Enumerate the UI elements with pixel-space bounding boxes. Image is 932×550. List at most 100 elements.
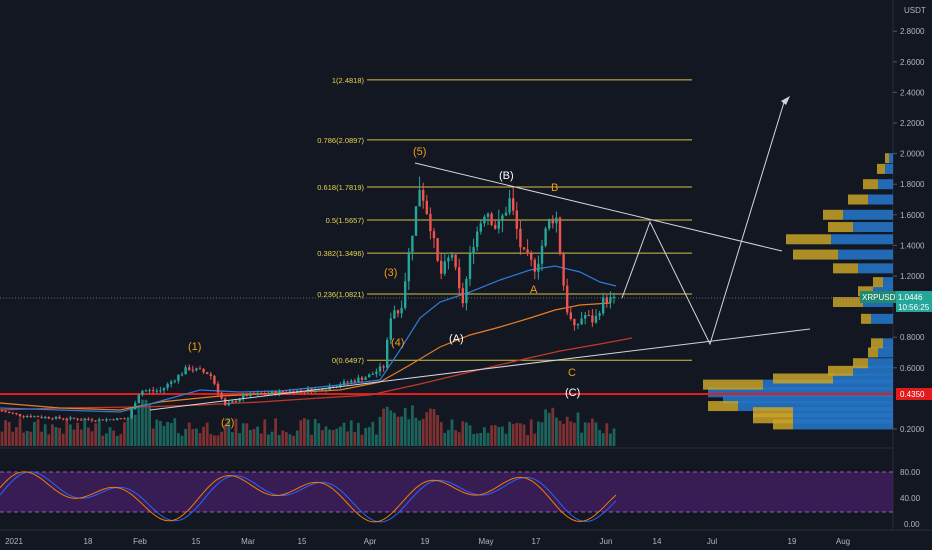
volume-bar [241,423,245,446]
volume-bar [533,433,537,446]
volume-bar [58,428,61,446]
candle-body [263,393,266,395]
candle-body [209,374,212,376]
volume-bar [54,427,58,446]
candle-body [497,221,500,229]
candle-body [94,420,97,422]
candle-body [29,415,32,417]
profile-bar-blue [885,163,893,174]
candle-body [483,216,486,224]
candle-body [414,206,418,236]
candle-body [15,413,18,415]
candle-body [170,381,173,384]
profile-bar-yellow [861,313,871,324]
volume-bar [303,418,306,446]
volume-bar [209,434,213,446]
price-tick-label: 1.6000 [900,211,925,220]
candle-body [252,393,256,395]
candle-body [191,369,194,371]
candle-body [382,366,385,368]
volume-bar [169,423,173,446]
volume-bar [425,412,429,446]
volume-bar [342,422,346,446]
volume-bar [130,409,133,446]
volume-bar [263,419,267,446]
osc-tick: 0.00 [904,520,920,529]
candle-body [566,285,569,313]
volume-bar [256,426,259,446]
marked-price-text: 0.4350 [900,390,925,399]
volume-bar [328,429,331,446]
volume-bar [267,434,270,446]
volume-bar [173,418,177,446]
candle-body [490,213,493,226]
profile-bar-blue [793,413,893,424]
candle-body [130,409,133,419]
volume-bar [29,431,33,446]
profile-bar-yellow [823,209,843,220]
volume-bar [198,433,202,446]
wave-label: (1) [188,341,201,353]
candle-body [533,259,536,272]
time-tick-label: Jul [707,537,717,546]
profile-bar-yellow [828,222,853,233]
volume-bar [317,423,321,446]
profile-bar-blue [878,179,893,190]
volume-bar [544,409,547,446]
candle-body [148,390,151,392]
profile-bar-blue [738,401,893,412]
candle-body [281,391,284,393]
candle-body [440,260,443,274]
volume-bar [205,422,209,446]
volume-bar [522,424,526,446]
candle-body [422,190,425,201]
price-tick-label: 1.2000 [900,272,925,281]
candle-body [504,212,508,216]
currency-label: USDT [904,6,926,15]
candle-body [569,312,572,320]
candle-body [314,389,317,392]
profile-bar-blue [831,234,893,245]
profile-bar-yellow [871,338,883,349]
time-axis[interactable]: 2021 18 Feb 15 Mar 15 Apr 19 May 17 Jun 14 Jul 19 Aug [5,537,850,546]
time-tick-label: 14 [653,537,662,546]
profile-bar-yellow [853,358,868,369]
candle-body [404,281,407,308]
time-tick-label: Jun [600,537,613,546]
profile-bar-blue [878,347,893,358]
volume-bar [7,421,11,446]
volume-bar [483,427,486,446]
profile-bar-yellow [848,194,868,205]
candle-body [573,319,576,326]
candle-body [447,257,450,262]
oscillator-band [0,472,893,512]
price-axis[interactable]: 2.8000 2.6000 2.4000 2.2000 2.0000 1.8000 1.60… [893,27,925,434]
candle-body [479,223,482,232]
candle-body [144,390,148,392]
profile-bar-blue [793,419,893,430]
volume-bar [375,434,378,446]
profile-bar-blue [868,194,893,205]
volume-bar [537,421,540,446]
volume-bar [288,434,292,446]
profile-bar-blue [763,379,893,390]
candle-body [342,381,346,386]
volume-bar [223,424,227,446]
candle-body [116,418,119,421]
wave-label: C [568,367,576,379]
candle-body [339,385,342,387]
time-tick-label: 19 [421,537,430,546]
profile-bar-blue [833,373,893,384]
volume-bar [0,431,4,446]
volume-bar [195,428,198,446]
candle-body [558,217,562,255]
projection-arrowhead [781,96,790,105]
candle-body [400,307,403,314]
wave-labels: (1) (2) (3) (4) (5) B A C (A) (B) (C) [188,146,580,429]
profile-bar-blue [883,277,893,288]
candle-body [324,389,328,391]
projection-path [621,98,786,346]
ma-blue [0,265,617,413]
volume-bar [519,423,522,446]
